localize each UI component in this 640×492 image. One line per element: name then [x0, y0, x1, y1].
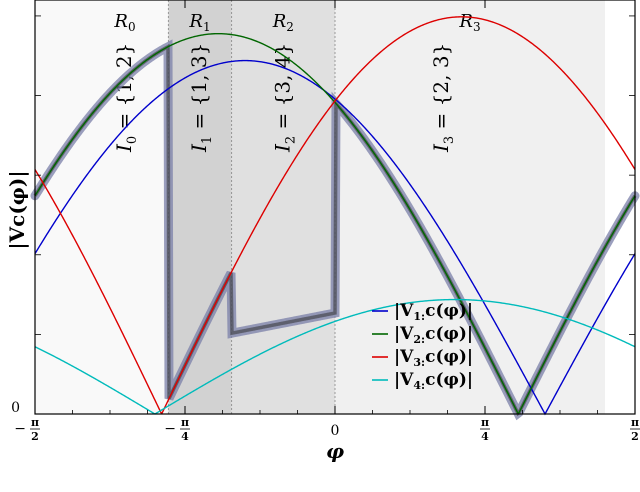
x-tick-minus: −	[14, 421, 26, 437]
index-set-R1: I1 = {1, 3}	[187, 43, 215, 153]
x-tick-minus: −	[164, 421, 176, 437]
region-label-R0: R0	[113, 11, 135, 34]
x-tick-label: 0	[331, 423, 340, 439]
index-set-R0: I0 = {1, 2}	[112, 43, 140, 153]
legend-label-3: |V3:c(φ)|	[394, 347, 473, 369]
index-label-R0: I0 = {1, 2}	[112, 43, 140, 153]
x-tick-denominator: 2	[31, 430, 39, 443]
region-R1	[168, 0, 232, 414]
index-label-R3: I3 = {2, 3}	[429, 43, 457, 153]
region-R2	[231, 0, 335, 414]
x-tick-numerator: π	[631, 416, 639, 429]
x-tick-label: π2	[630, 416, 640, 443]
region-label-R2: R2	[272, 11, 294, 34]
series-line-2	[34, 32, 636, 415]
series-line-1	[34, 59, 636, 416]
x-axis-label: φ	[326, 439, 344, 463]
x-tick-denominator: 2	[631, 430, 639, 443]
index-set-R2: I2 = {3, 4}	[270, 43, 298, 153]
x-tick-denominator: 4	[481, 430, 489, 443]
legend: |V1:c(φ)||V2:c(φ)||V3:c(φ)||V4:c(φ)|	[372, 301, 473, 392]
tick-marks	[34, 0, 636, 414]
x-tick-label: − π4	[164, 416, 190, 443]
legend-label-1: |V1:c(φ)|	[394, 301, 473, 323]
x-tick-numerator: π	[181, 416, 189, 429]
y-tick-label: 0	[11, 400, 20, 416]
index-label-R1: I1 = {1, 3}	[187, 43, 215, 153]
x-tick-denominator: 4	[181, 430, 189, 443]
x-tick-numerator: π	[31, 416, 39, 429]
series-line-3	[34, 16, 636, 415]
y-axis-label-group: |Vc(φ)|	[5, 170, 29, 249]
x-tick-label: − π2	[14, 416, 40, 443]
index-set-R3: I3 = {2, 3}	[429, 43, 457, 153]
x-tick-label: π4	[480, 416, 490, 443]
legend-label-2: |V2:c(φ)|	[394, 324, 473, 346]
x-tick-numerator: π	[481, 416, 489, 429]
legend-label-4: |V4:c(φ)|	[394, 370, 473, 392]
series-lines	[34, 16, 636, 416]
index-label-R2: I2 = {3, 4}	[270, 43, 298, 153]
y-axis-label: |Vc(φ)|	[5, 170, 29, 249]
region-label-R1: R1	[188, 11, 210, 34]
series-line-4	[34, 298, 636, 415]
